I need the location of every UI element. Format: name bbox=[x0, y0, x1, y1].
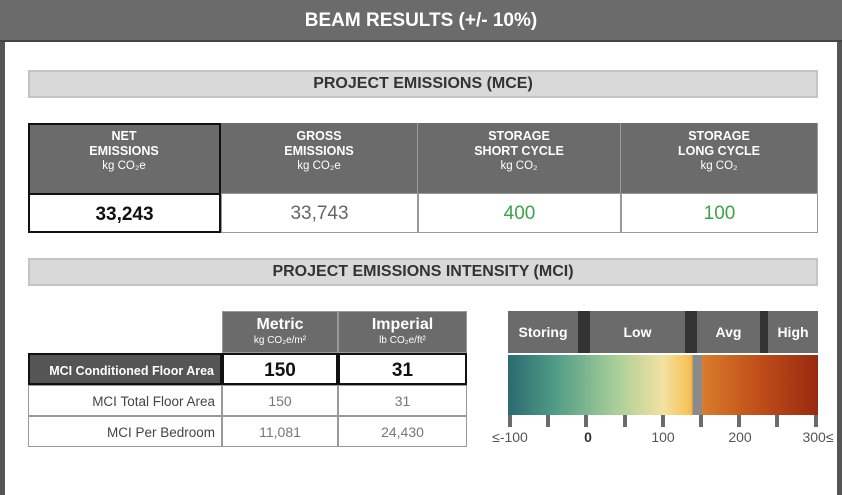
row-label: MCI Conditioned Floor Area bbox=[28, 353, 222, 385]
column-heading: STORAGE bbox=[488, 129, 550, 143]
scale-tick-label: 300≤ bbox=[802, 429, 834, 445]
column-unit: kg CO₂e bbox=[102, 160, 146, 172]
scale-band: Storing bbox=[508, 311, 578, 353]
column-unit: kg CO₂ bbox=[700, 160, 738, 172]
row-value: 31 bbox=[338, 385, 467, 416]
column-heading: EMISSIONS bbox=[89, 144, 159, 158]
row-label: MCI Total Floor Area bbox=[28, 385, 222, 416]
section-title: PROJECT EMISSIONS (MCE) bbox=[28, 70, 818, 98]
row-value: 11,081 bbox=[222, 416, 338, 447]
column-unit: kg CO₂e bbox=[297, 160, 341, 172]
header-title: BEAM RESULTS (+/- 10%) bbox=[0, 0, 842, 42]
column-unit: kg CO₂ bbox=[500, 160, 538, 172]
highlight-border bbox=[28, 123, 221, 233]
column-unit: lb CO₂e/ft² bbox=[379, 335, 426, 346]
row-value: 150 bbox=[222, 353, 338, 385]
row-value: 31 bbox=[338, 353, 467, 385]
scale-tick-label: 200 bbox=[728, 429, 752, 445]
column-value: 100 bbox=[621, 193, 818, 233]
column-value: 33,743 bbox=[221, 193, 418, 233]
column-heading: SHORT CYCLE bbox=[474, 144, 564, 158]
column-value: 400 bbox=[418, 193, 621, 233]
scale-gradient bbox=[508, 355, 818, 415]
column-unit: kg CO₂e/m² bbox=[253, 335, 307, 346]
row-value: 150 bbox=[222, 385, 338, 416]
scale-tick-label: ≤-100 bbox=[492, 429, 528, 445]
column-heading: LONG CYCLE bbox=[678, 144, 760, 158]
column-header: Imperial lb CO₂e/ft² bbox=[338, 311, 467, 353]
scale-band: Avg bbox=[697, 311, 760, 353]
band-background bbox=[760, 311, 768, 353]
section-title: PROJECT EMISSIONS INTENSITY (MCI) bbox=[28, 258, 818, 286]
column-header: STORAGE LONG CYCLE kg CO₂ bbox=[621, 123, 818, 193]
scale-tick-label: 100 bbox=[651, 429, 675, 445]
row-value: 24,430 bbox=[338, 416, 467, 447]
scale-tick bbox=[584, 415, 589, 427]
column-name: Metric bbox=[256, 316, 304, 333]
scale-band: High bbox=[768, 311, 818, 353]
scale-tick bbox=[546, 415, 551, 427]
scale-tick bbox=[775, 415, 780, 427]
scale-band: Low bbox=[590, 311, 685, 353]
row-label: MCI Per Bedroom bbox=[28, 416, 222, 447]
column-heading: NET bbox=[111, 129, 137, 143]
column-header: NET EMISSIONS kg CO₂e bbox=[28, 123, 221, 193]
scale-tick bbox=[622, 415, 627, 427]
scale-tick bbox=[660, 415, 665, 427]
column-name: Imperial bbox=[371, 316, 434, 333]
band-background bbox=[578, 311, 590, 353]
scale-tick-label: 0 bbox=[584, 429, 592, 445]
column-heading: EMISSIONS bbox=[284, 144, 354, 158]
column-header: STORAGE SHORT CYCLE kg CO₂ bbox=[418, 123, 621, 193]
scale-tick bbox=[737, 415, 742, 427]
scale-tick bbox=[699, 415, 703, 427]
column-heading: STORAGE bbox=[688, 129, 750, 143]
band-background bbox=[685, 311, 697, 353]
column-header: GROSS EMISSIONS kg CO₂e bbox=[221, 123, 418, 193]
column-header: Metric kg CO₂e/m² bbox=[222, 311, 338, 353]
scale-tick bbox=[508, 415, 512, 427]
column-heading: GROSS bbox=[296, 129, 342, 143]
scale-tick bbox=[813, 415, 818, 427]
